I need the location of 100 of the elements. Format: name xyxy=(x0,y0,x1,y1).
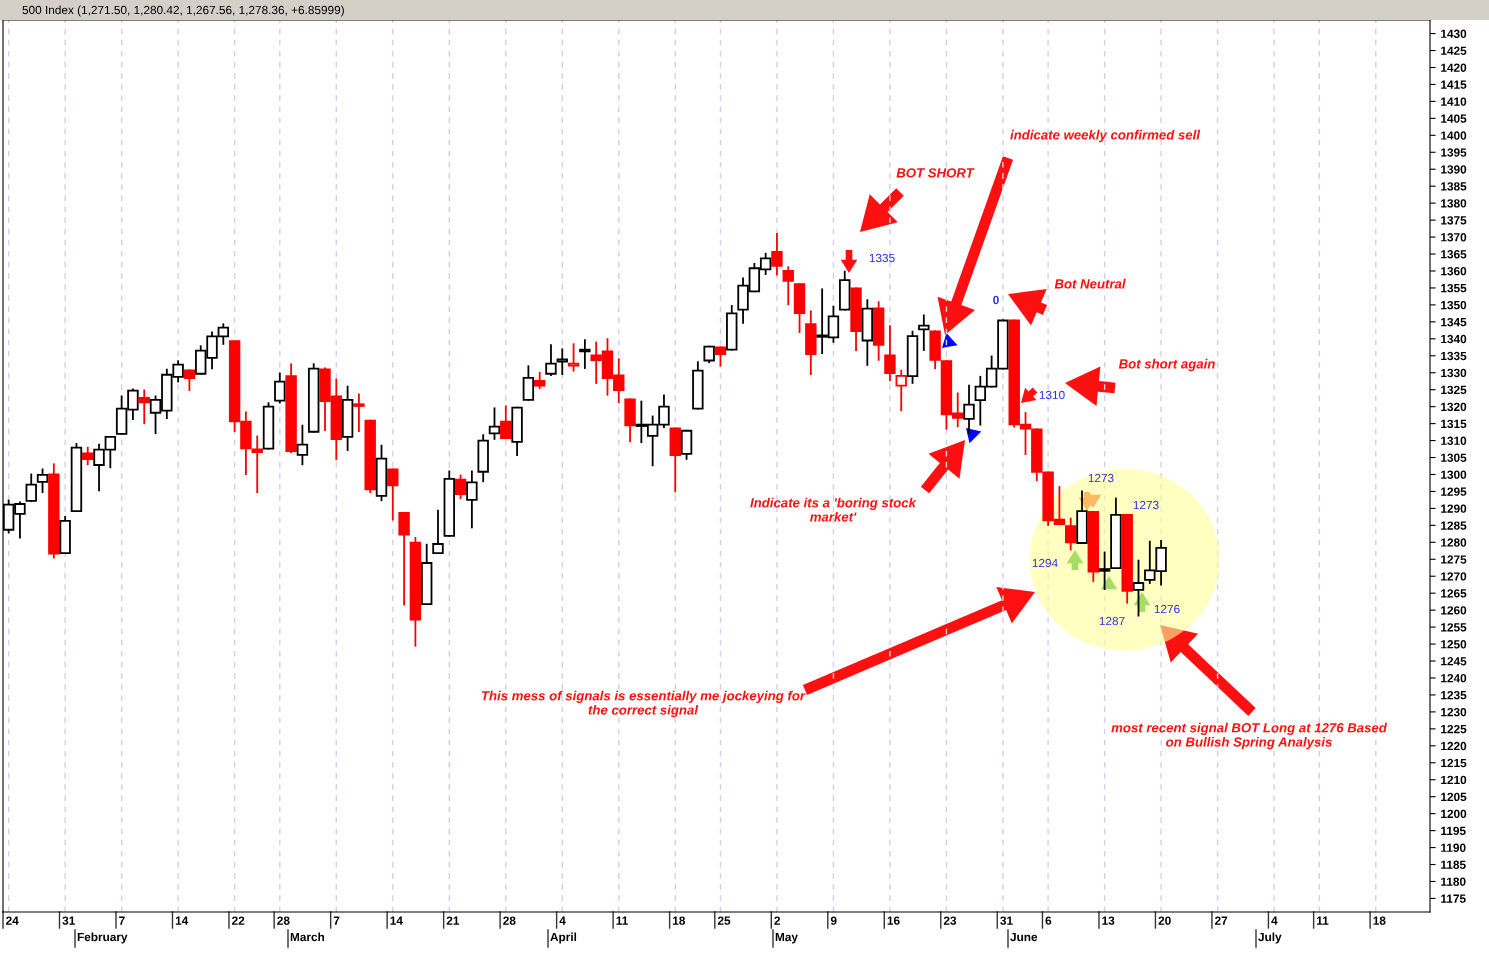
x-tick-label: 11 xyxy=(616,916,628,925)
y-tick-label: 1210 xyxy=(1441,775,1467,785)
x-tick-label: 31 xyxy=(62,916,75,925)
candlestick xyxy=(522,365,535,401)
x-tick-label: 22 xyxy=(232,916,245,925)
candlestick xyxy=(387,468,399,521)
annotation: 1273 xyxy=(1133,500,1159,510)
annotation: indicate weekly confirmed sell xyxy=(1010,129,1201,143)
x-tick-label: 7 xyxy=(333,916,340,925)
text: March xyxy=(290,932,325,942)
y-tick-label: 1220 xyxy=(1441,741,1467,751)
annotation: 1287 xyxy=(1099,616,1125,626)
y-tick-label: 1260 xyxy=(1441,606,1467,615)
candlestick xyxy=(432,509,444,555)
x-tick-label: 2 xyxy=(774,916,781,925)
y-tick-label: 1305 xyxy=(1441,453,1467,462)
x-tick-label: 21 xyxy=(446,916,460,925)
x-tick-label: 20 xyxy=(1158,916,1171,925)
y-tick-label: 1420 xyxy=(1441,63,1467,72)
y-tick-label: 1285 xyxy=(1441,521,1467,530)
y-tick-label: 1375 xyxy=(1441,216,1467,225)
y-tick-label: 1335 xyxy=(1441,351,1467,361)
annotation: This mess of signals is essentially me jockeying for the correct signal xyxy=(481,690,806,718)
candlestick xyxy=(579,339,591,369)
candlestick xyxy=(918,314,930,351)
x-tick-label: 28 xyxy=(503,916,516,925)
text: June xyxy=(1010,932,1038,942)
y-tick-label: 1360 xyxy=(1441,267,1467,276)
annotation: 1273 xyxy=(1088,473,1114,483)
x-tick-label: 18 xyxy=(673,916,686,925)
y-tick-label: 1310 xyxy=(1441,436,1467,445)
candlestick xyxy=(1065,517,1077,551)
candlestick xyxy=(714,346,727,367)
y-tick-label: 1240 xyxy=(1441,674,1467,683)
y-tick-label: 1405 xyxy=(1441,114,1467,123)
annotation: most recent signal BOT Long at 1276 Based on Bullish Spring Analysis xyxy=(1111,722,1388,750)
candlestick xyxy=(466,470,478,529)
annotation: 1310 xyxy=(1039,390,1065,400)
annotation: Bot short again xyxy=(1118,358,1215,372)
annotation: 0 xyxy=(993,295,999,305)
candlestick xyxy=(296,424,309,466)
x-tick-label: 25 xyxy=(717,916,731,925)
x-tick-label: 28 xyxy=(277,916,290,925)
y-tick-label: 1280 xyxy=(1441,538,1467,547)
text: April xyxy=(550,932,577,944)
chart-title: 500 Index (1,271.50, 1,280.42, 1,267.56, 1,278.36, +6.85999) xyxy=(22,5,344,17)
y-tick-label: 1400 xyxy=(1441,131,1467,140)
y-tick-label: 1245 xyxy=(1441,657,1467,666)
x-tick-label: 18 xyxy=(1373,916,1386,925)
candlestick xyxy=(274,372,286,404)
candlestick xyxy=(884,325,896,382)
y-tick-label: 1200 xyxy=(1441,809,1467,819)
y-tick-label: 1275 xyxy=(1441,555,1467,564)
x-tick-label: 9 xyxy=(830,916,837,925)
y-tick-label: 1215 xyxy=(1441,758,1467,768)
candlestick xyxy=(500,405,512,440)
annotation: Indicate its a 'boring stock market' xyxy=(750,497,917,522)
candlestick xyxy=(353,393,365,432)
y-tick-label: 1330 xyxy=(1441,368,1467,378)
y-tick-label: 1205 xyxy=(1441,792,1467,802)
y-tick-label: 1315 xyxy=(1441,419,1467,429)
y-tick-label: 1250 xyxy=(1441,640,1467,649)
annotation: 1335 xyxy=(869,253,895,263)
candlestick xyxy=(771,233,783,276)
y-tick-label: 1235 xyxy=(1441,690,1467,700)
text: February xyxy=(77,932,128,944)
x-tick-label: 14 xyxy=(175,916,189,925)
y-tick-label: 1365 xyxy=(1441,250,1467,259)
x-tick-label: 24 xyxy=(6,916,19,925)
annotation: 1276 xyxy=(1154,604,1180,614)
y-tick-label: 1325 xyxy=(1441,385,1467,395)
y-tick-label: 1320 xyxy=(1441,402,1467,412)
y-tick-label: 1290 xyxy=(1441,504,1467,513)
x-tick-label: 31 xyxy=(1000,916,1013,925)
candlestick xyxy=(567,343,580,372)
x-tick-label: 11 xyxy=(1317,916,1329,925)
candlestick xyxy=(963,384,975,434)
candlestick xyxy=(488,407,501,440)
x-tick-label: 4 xyxy=(1271,916,1278,925)
text: July xyxy=(1258,932,1282,944)
candlestick xyxy=(398,511,410,606)
x-tick-label: 6 xyxy=(1045,916,1052,925)
y-tick-label: 1225 xyxy=(1441,724,1467,734)
y-tick-label: 1295 xyxy=(1441,487,1467,496)
x-tick-label: 23 xyxy=(943,916,957,925)
candlestick xyxy=(25,473,37,502)
candlestick xyxy=(680,429,693,460)
x-tick-label: 27 xyxy=(1215,916,1228,925)
x-tick-label: 16 xyxy=(887,916,900,925)
x-tick-label: 4 xyxy=(559,916,566,925)
candlestick xyxy=(454,474,467,500)
candlestick xyxy=(1132,559,1145,617)
candlestick xyxy=(36,468,49,494)
x-tick-label: 13 xyxy=(1102,916,1115,925)
y-tick-label: 1390 xyxy=(1441,165,1467,174)
annotation: 1294 xyxy=(1032,558,1058,568)
candlestick xyxy=(183,369,196,391)
annotation: Bot Neutral xyxy=(1054,278,1126,289)
y-tick-label: 1230 xyxy=(1441,707,1467,717)
y-tick-label: 1190 xyxy=(1441,843,1466,852)
